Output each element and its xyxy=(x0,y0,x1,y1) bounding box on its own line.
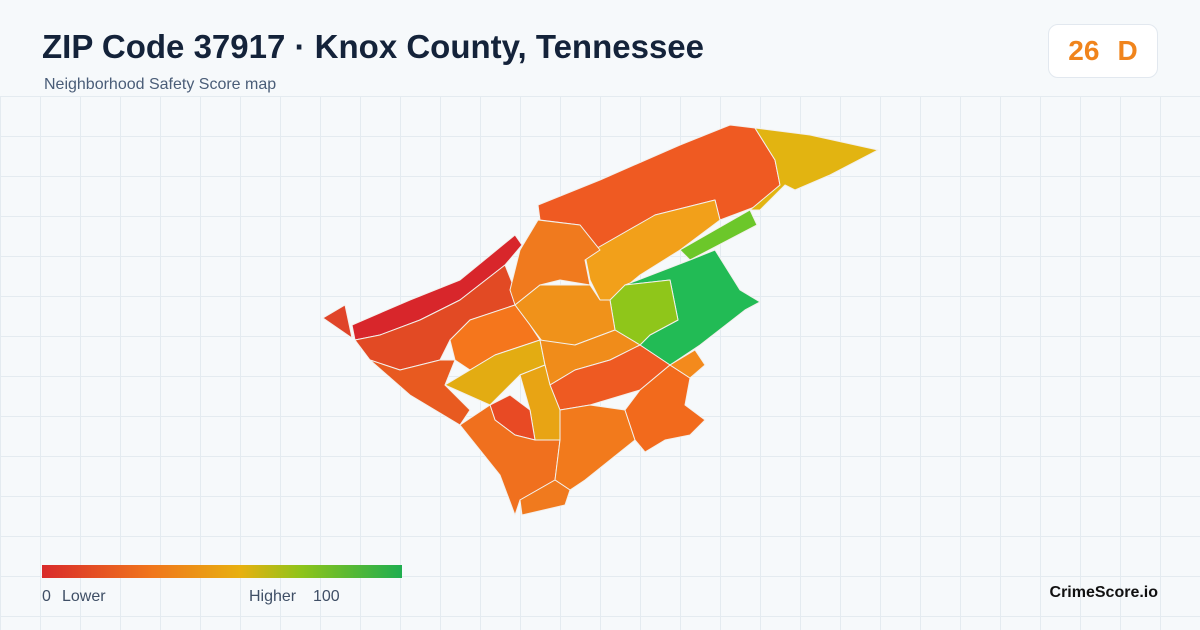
region xyxy=(554,404,636,491)
region xyxy=(509,219,601,306)
score-grade: D xyxy=(1117,35,1138,66)
legend-min: 0 xyxy=(42,588,51,605)
region xyxy=(514,284,616,346)
score-value: 26 xyxy=(1068,35,1100,66)
legend-min-label: Lower xyxy=(62,588,106,605)
subtitle: Neighborhood Safety Score map xyxy=(44,76,277,93)
region xyxy=(749,127,879,211)
region xyxy=(679,209,758,261)
region xyxy=(519,479,571,516)
region xyxy=(322,304,353,339)
region xyxy=(669,349,706,379)
legend-gradient xyxy=(42,565,402,578)
title: ZIP Code 37917 · Knox County, Tennessee xyxy=(42,28,705,65)
legend-max-label: Higher xyxy=(249,588,297,605)
region xyxy=(369,359,471,426)
region xyxy=(584,199,721,301)
region xyxy=(624,364,706,453)
brand: CrimeScore.io xyxy=(1049,584,1158,601)
score-badge: 26 D xyxy=(1048,24,1158,78)
legend-max: 100 xyxy=(313,588,340,605)
